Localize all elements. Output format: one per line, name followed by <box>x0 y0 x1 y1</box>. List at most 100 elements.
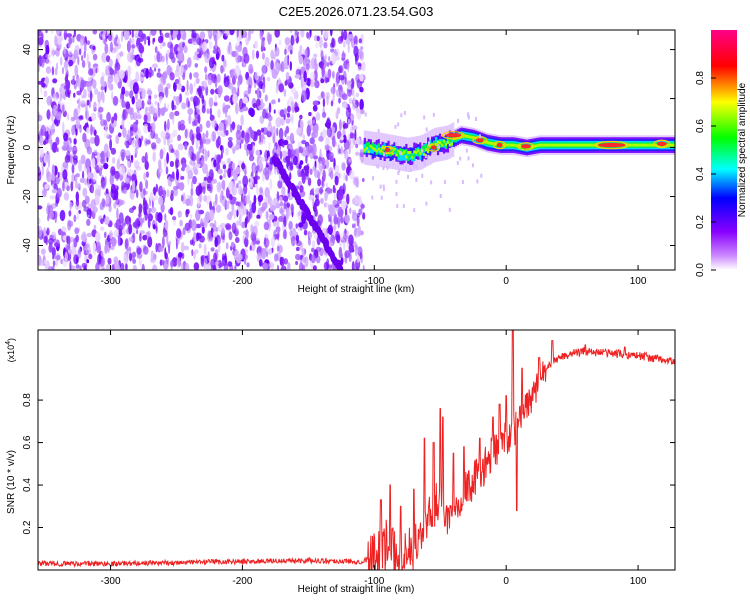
noise-cell <box>223 59 227 67</box>
noise-cell <box>270 59 274 71</box>
noise-cell <box>59 171 63 182</box>
spectrogram-frame <box>37 29 676 271</box>
signal-cell <box>407 151 410 160</box>
signal-cell <box>448 136 452 143</box>
noise-cell <box>341 93 348 101</box>
noise-cell <box>123 253 128 265</box>
snr-ytick-label: 0.8 <box>22 393 33 407</box>
noise-cell <box>202 163 208 175</box>
noise-cell <box>111 116 115 124</box>
noise-cell <box>226 44 233 56</box>
noise-cell <box>244 217 248 229</box>
noise-cell <box>327 68 332 79</box>
signal-cell <box>486 141 489 145</box>
noise-cell <box>68 36 73 45</box>
noise-cell <box>199 31 206 40</box>
noise-cell <box>44 184 49 190</box>
noise-cell <box>66 185 70 192</box>
noise-cell <box>340 216 344 224</box>
noise-cell <box>86 40 91 46</box>
signal-cell <box>482 139 485 143</box>
noise-cell <box>71 146 77 151</box>
noise-cell <box>312 265 317 270</box>
noise-cell <box>94 134 100 147</box>
signal-cell <box>419 152 422 156</box>
signal-cell <box>373 147 376 151</box>
noise-cell <box>207 150 210 158</box>
signal-cell <box>630 143 634 147</box>
noise-cell <box>38 37 44 46</box>
noise-cell <box>158 245 164 252</box>
noise-cell <box>330 30 333 37</box>
noise-cell <box>143 246 149 255</box>
noise-cell <box>286 202 291 208</box>
noise-cell <box>263 221 270 231</box>
signal-speck <box>423 161 426 166</box>
noise-cell <box>332 184 336 194</box>
noise-cell <box>281 150 288 158</box>
noise-cell <box>343 30 348 41</box>
signal-speck <box>402 204 405 209</box>
noise-cell <box>38 225 43 237</box>
noise-cell <box>217 168 223 175</box>
noise-cell <box>285 72 290 80</box>
noise-cell <box>222 179 226 192</box>
noise-cell <box>104 152 108 158</box>
noise-cell <box>338 97 341 104</box>
noise-cell <box>64 30 68 34</box>
noise-cell <box>356 212 361 218</box>
signal-speck <box>476 179 479 184</box>
noise-cell <box>328 204 334 216</box>
noise-cell <box>262 52 265 60</box>
noise-cell <box>344 149 349 160</box>
noise-cell <box>114 170 120 180</box>
noise-cell <box>235 237 240 243</box>
noise-cell <box>175 149 180 161</box>
noise-cell <box>139 232 142 242</box>
signal-speck <box>380 195 383 200</box>
noise-cell <box>104 43 109 54</box>
noise-cell <box>75 173 80 178</box>
noise-cell <box>168 240 172 246</box>
noise-cell <box>110 183 116 194</box>
noise-cell <box>290 149 297 155</box>
noise-cell <box>276 220 280 228</box>
noise-cell <box>89 90 93 102</box>
signal-cell <box>405 148 408 155</box>
noise-cell <box>309 168 313 175</box>
noise-cell <box>284 48 287 56</box>
noise-cell <box>101 52 108 63</box>
noise-cell <box>166 152 170 164</box>
noise-cell <box>108 241 112 249</box>
noise-cell <box>208 57 215 69</box>
signal-cell <box>547 143 550 147</box>
signal-speck <box>395 179 398 184</box>
noise-cell <box>40 248 46 255</box>
noise-cell <box>222 164 227 170</box>
signal-speck <box>425 201 428 206</box>
noise-cell <box>145 171 149 178</box>
colorbar-tick-label: 0.4 <box>695 167 706 181</box>
noise-cell <box>278 127 284 140</box>
noise-cell <box>259 132 262 144</box>
noise-cell <box>318 61 324 69</box>
noise-cell <box>312 100 319 106</box>
noise-cell <box>254 183 258 188</box>
noise-cell <box>231 222 237 234</box>
noise-cell <box>317 95 322 101</box>
noise-cell <box>44 259 47 264</box>
signal-cell <box>628 143 632 147</box>
noise-cell <box>218 262 224 267</box>
noise-cell <box>90 124 93 136</box>
noise-cell <box>73 254 79 265</box>
noise-cell <box>120 148 126 159</box>
signal-speck <box>461 180 464 185</box>
noise-cell <box>63 46 66 55</box>
noise-cell <box>246 78 251 86</box>
noise-cell <box>181 102 187 110</box>
noise-cell <box>184 91 190 96</box>
noise-cell <box>354 265 360 270</box>
noise-cell <box>142 234 148 241</box>
signal-cell <box>650 143 653 147</box>
noise-cell <box>160 130 167 139</box>
